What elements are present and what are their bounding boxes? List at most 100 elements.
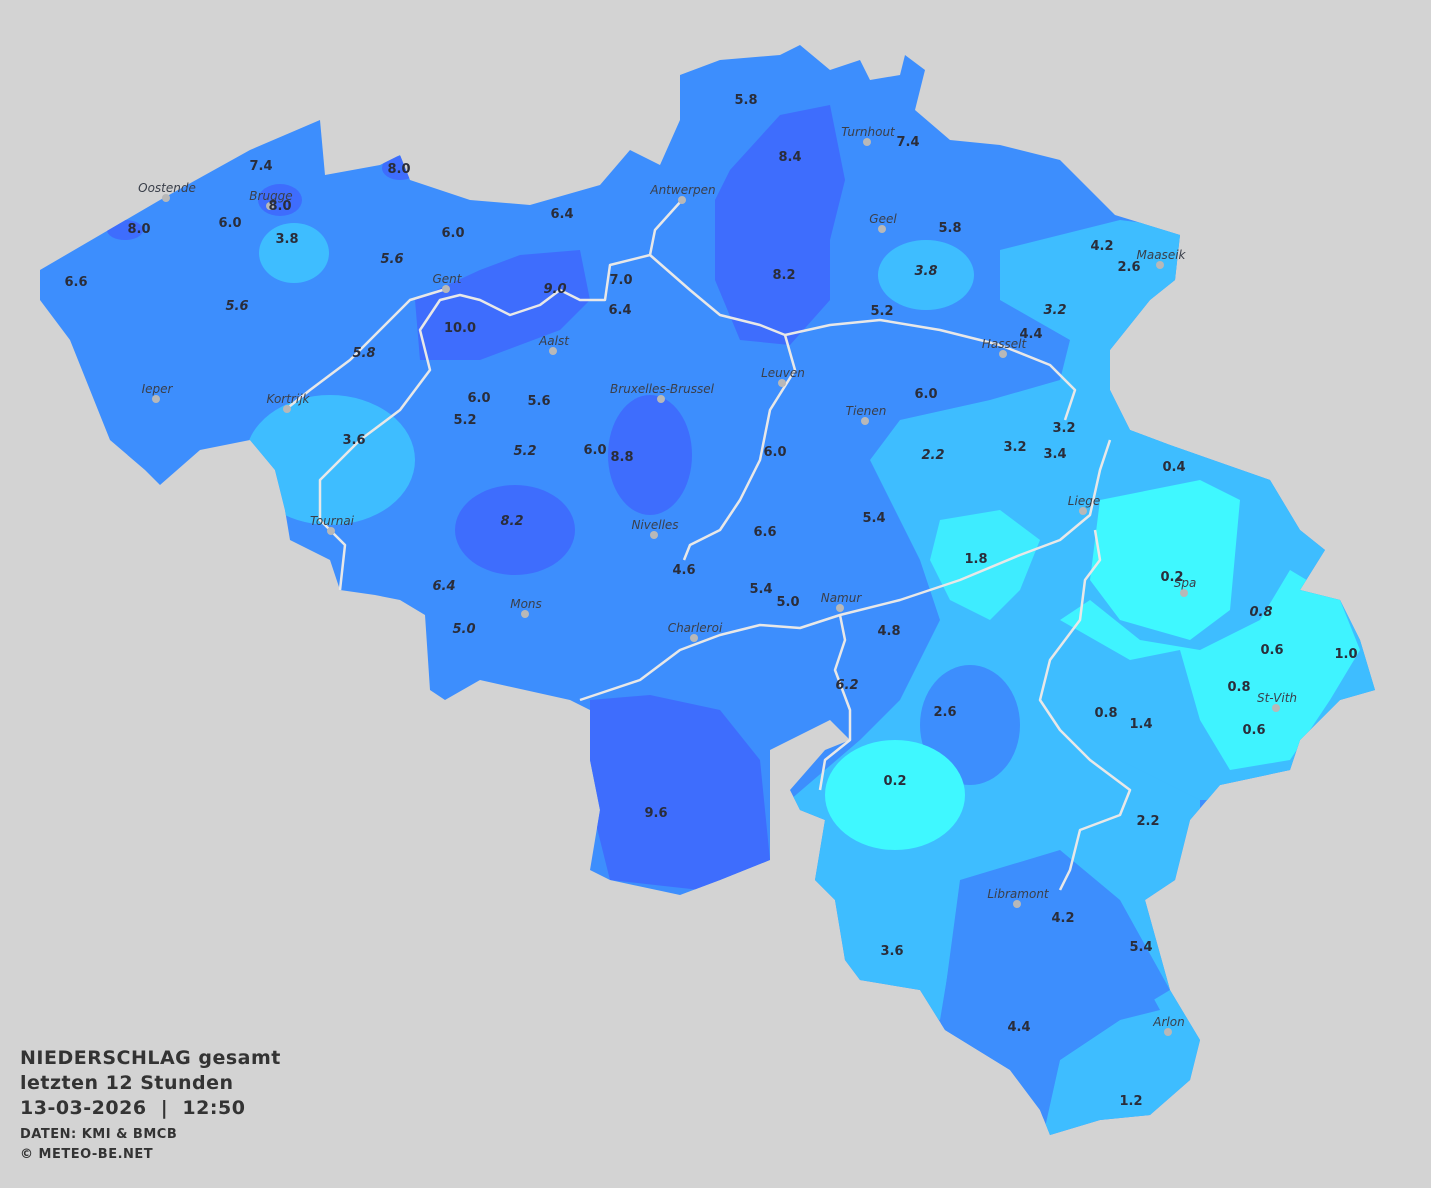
city-dot <box>861 417 869 425</box>
precipitation-value: 8.0 <box>127 222 150 237</box>
precipitation-value: 6.6 <box>753 525 776 540</box>
city-spa: Spa <box>1174 576 1197 597</box>
precipitation-value: 6.0 <box>914 387 937 402</box>
zone-light-geel <box>878 240 974 310</box>
precipitation-value: 0.8 <box>1249 605 1272 620</box>
city-dot <box>162 194 170 202</box>
city-label: Leuven <box>761 366 805 380</box>
city-label: Geel <box>869 212 897 226</box>
city-dot <box>521 610 529 618</box>
city-leuven: Leuven <box>761 366 805 387</box>
city-label: Libramont <box>987 887 1050 901</box>
river-sambre-meuse <box>579 439 1112 702</box>
precipitation-value: 7.4 <box>896 135 919 150</box>
precipitation-value: 5.2 <box>453 413 476 428</box>
zone-light-brugge <box>259 223 329 283</box>
precipitation-value: 5.4 <box>862 511 885 526</box>
precipitation-value: 3.8 <box>914 264 937 279</box>
precipitation-value: 4.8 <box>877 624 900 639</box>
city-dot <box>442 285 450 293</box>
city-namur: Namur <box>821 591 863 612</box>
zone-very-light-east <box>1060 570 1360 770</box>
precipitation-value: 5.0 <box>452 622 475 637</box>
precipitation-value: 8.4 <box>778 150 801 165</box>
precipitation-value: 5.8 <box>352 346 375 361</box>
city-tienen: Tienen <box>846 404 887 425</box>
precipitation-value: 5.8 <box>734 93 757 108</box>
precipitation-value: 3.6 <box>880 944 903 959</box>
precipitation-value: 5.4 <box>1129 940 1152 955</box>
city-hasselt: Hasselt <box>982 337 1027 358</box>
legend-copyright: © METEO-BE.NET <box>20 1147 154 1162</box>
precipitation-value: 5.6 <box>225 299 248 314</box>
precipitation-value: 3.2 <box>1052 421 1075 436</box>
map-legend: NIEDERSCHLAG gesamt letzten 12 Stunden 1… <box>20 1046 281 1165</box>
zone-heavy-mons <box>455 485 575 575</box>
precipitation-value: 9.0 <box>543 282 566 297</box>
precipitation-value: 1.4 <box>1129 717 1152 732</box>
precipitation-value: 0.8 <box>1094 706 1117 721</box>
precipitation-value: 5.6 <box>380 252 403 267</box>
city-dot <box>1156 261 1164 269</box>
city-label: St-Vith <box>1257 691 1297 705</box>
city-bruxelles-brussel: Bruxelles-Brussel <box>610 382 715 403</box>
city-dot <box>863 138 871 146</box>
city-arlon: Arlon <box>1152 1015 1185 1036</box>
city-charleroi: Charleroi <box>668 621 723 642</box>
city-label: Oostende <box>138 181 196 195</box>
city-antwerpen: Antwerpen <box>649 183 716 204</box>
precipitation-value: 8.2 <box>772 268 795 283</box>
precipitation-value: 4.6 <box>672 563 695 578</box>
city-dot <box>152 395 160 403</box>
precipitation-value: 0.4 <box>1162 460 1185 475</box>
river-scheldt <box>648 199 1077 421</box>
precipitation-value: 6.0 <box>441 226 464 241</box>
city-gent: Gent <box>433 272 463 293</box>
precipitation-value: 1.8 <box>964 552 987 567</box>
city-dot <box>878 225 886 233</box>
city-aalst: Aalst <box>538 334 570 355</box>
zone-base-south <box>940 850 1170 1130</box>
city-libramont: Libramont <box>987 887 1050 908</box>
legend-title: NIEDERSCHLAG gesamt <box>20 1047 281 1069</box>
city-oostende: Oostende <box>138 181 196 202</box>
precipitation-value: 4.4 <box>1019 327 1042 342</box>
city-dot <box>1272 704 1280 712</box>
city-dot <box>657 395 665 403</box>
city-dot <box>283 405 291 413</box>
city-label: Spa <box>1174 576 1197 590</box>
legend-source: DATEN: KMI & BMCB <box>20 1127 178 1142</box>
city-dot <box>1164 1028 1172 1036</box>
zone-very-light-1.8 <box>930 510 1040 620</box>
precipitation-value: 3.2 <box>1003 440 1026 455</box>
legend-datetime: 13-03-2026 | 12:50 <box>20 1097 246 1119</box>
city-markers: Oostende Brugge Antwerpen Turnhout Geel Maase… <box>138 125 1297 1036</box>
city-label: Brugge <box>249 189 292 203</box>
city-label: Namur <box>821 591 863 605</box>
precipitation-value: 8.8 <box>610 450 633 465</box>
city-dot <box>836 604 844 612</box>
city-label: Arlon <box>1152 1015 1184 1029</box>
precipitation-value: 7.4 <box>249 159 272 174</box>
precipitation-value: 2.2 <box>921 448 944 463</box>
city-label: Tienen <box>846 404 887 418</box>
precipitation-values: 7.4 8.0 8.0 8.0 6.0 3.8 6.0 6.4 5.6 6.6 5.6 9.0 7.0 6… <box>64 93 1357 1109</box>
city-label: Gent <box>433 272 463 286</box>
precipitation-value: 5.6 <box>527 394 550 409</box>
city-label: Bruxelles-Brussel <box>610 382 715 396</box>
city-label: Mons <box>510 597 542 611</box>
precipitation-value: 6.4 <box>432 579 455 594</box>
precipitation-value: 5.2 <box>513 444 536 459</box>
city-label: Tournai <box>310 514 355 528</box>
city-brugge: Brugge <box>249 189 293 210</box>
river-meuse-south <box>818 614 852 791</box>
city-label: Liege <box>1068 494 1100 508</box>
zone-very-light-dinant <box>825 740 965 850</box>
precipitation-value: 3.2 <box>1043 303 1066 318</box>
precipitation-value: 0.2 <box>1160 570 1183 585</box>
zone-heavy-brussel <box>608 395 692 515</box>
precipitation-value: 2.6 <box>933 705 956 720</box>
city-mons: Mons <box>510 597 542 618</box>
city-liege: Liege <box>1068 494 1100 515</box>
city-dot <box>650 531 658 539</box>
